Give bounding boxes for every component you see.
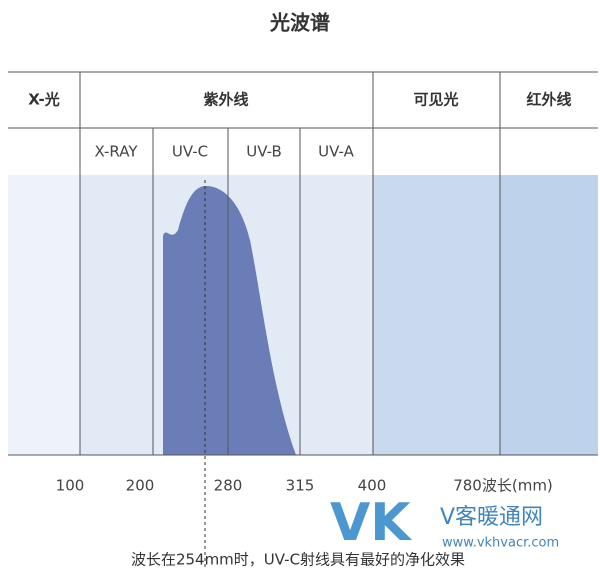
band-visible	[373, 175, 500, 455]
header-cell: X-光	[28, 91, 60, 109]
axis-label: 400	[358, 477, 387, 495]
axis-label: 280	[214, 477, 243, 495]
axis-label: 100	[56, 477, 85, 495]
axis-label: 200	[126, 477, 155, 495]
sub-cell: UV-C	[172, 143, 208, 161]
uv-curve	[163, 186, 296, 455]
sub-cell: UV-B	[246, 143, 282, 161]
table-lines	[8, 71, 598, 568]
watermark-url: www.vkhvacr.com	[442, 536, 559, 551]
sub-cell: UV-A	[318, 143, 354, 161]
axis-label: 780波长(mm)	[453, 477, 553, 495]
header-cell: 紫外线	[203, 91, 248, 109]
sub-cell: X-RAY	[94, 143, 138, 161]
header-cell: 可见光	[413, 91, 458, 109]
watermark-name: V客暖通网	[440, 505, 543, 530]
watermark-logo: VK	[330, 493, 412, 553]
axis-label: 315	[286, 477, 315, 495]
header-cell: 红外线	[526, 91, 571, 109]
band-xray	[8, 175, 80, 455]
band-infrared	[500, 175, 598, 455]
title: 光波谱	[269, 11, 330, 35]
caption: 波长在254mm时，UV-C射线具有最好的净化效果	[131, 551, 465, 569]
